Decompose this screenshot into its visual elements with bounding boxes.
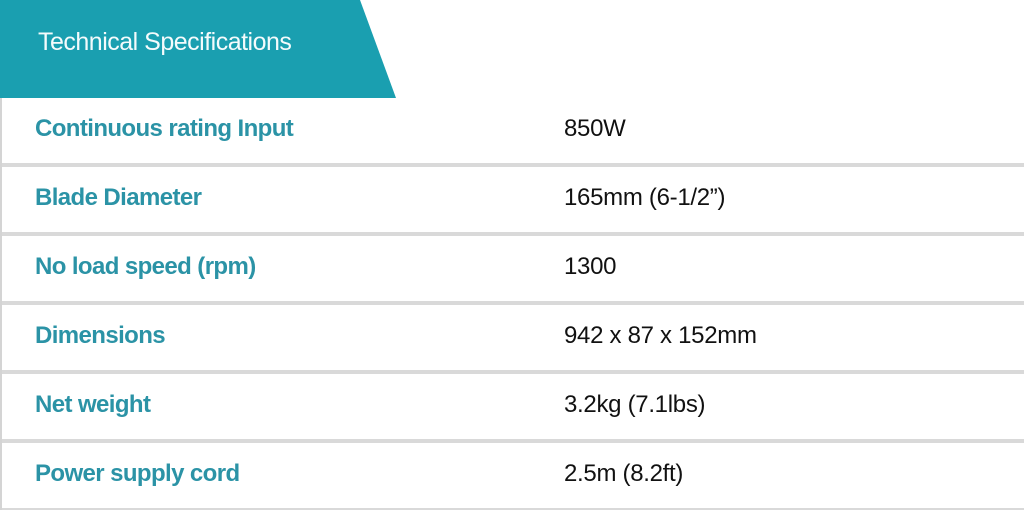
table-row: Blade Diameter 165mm (6-1/2”) [2,167,1024,236]
page-title: Technical Specifications [38,28,292,56]
table-row: Net weight 3.2kg (7.1lbs) [2,374,1024,443]
header-tab-shape [0,0,396,98]
spec-value: 3.2kg (7.1lbs) [564,391,706,418]
table-row: Continuous rating Input 850W [2,98,1024,167]
spec-label: Net weight [35,391,151,418]
spec-label: Dimensions [35,322,166,349]
spec-label: Continuous rating Input [35,115,294,142]
spec-value: 165mm (6-1/2”) [564,184,726,211]
spec-label: Power supply cord [35,460,240,487]
table-row: Power supply cord 2.5m (8.2ft) [2,443,1024,510]
specifications-header-tab: Technical Specifications [0,0,396,98]
spec-value: 850W [564,115,626,142]
spec-value: 1300 [564,253,617,280]
table-row: No load speed (rpm) 1300 [2,236,1024,305]
table-row: Dimensions 942 x 87 x 152mm [2,305,1024,374]
specifications-table: Continuous rating Input 850W Blade Diame… [0,98,1024,510]
spec-value: 942 x 87 x 152mm [564,322,757,349]
spec-label: Blade Diameter [35,184,202,211]
spec-value: 2.5m (8.2ft) [564,460,684,487]
spec-label: No load speed (rpm) [35,253,256,280]
